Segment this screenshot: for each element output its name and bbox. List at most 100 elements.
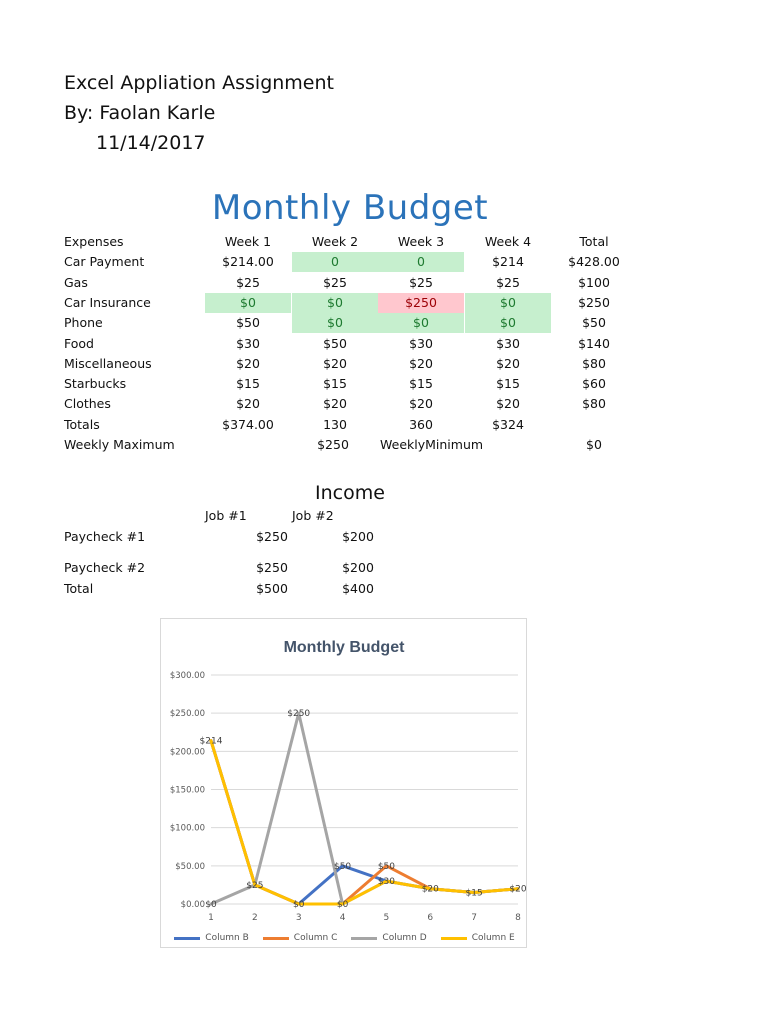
y-tick-label: $50.00: [175, 862, 205, 872]
budget-cell: $214.00: [222, 254, 274, 269]
assignment-title: Excel Appliation Assignment: [64, 72, 334, 94]
legend-item: Column B: [174, 931, 249, 945]
income-row-label: Paycheck #2: [64, 560, 146, 575]
income-job2-value: $400: [342, 581, 374, 596]
row-label: Totals: [64, 417, 100, 432]
income-job1-value: $250: [256, 529, 288, 544]
legend-item: Column D: [351, 931, 427, 945]
budget-cell: 360: [409, 417, 433, 432]
budget-cell: $100: [578, 275, 610, 290]
chart-title: Monthly Budget: [284, 639, 406, 656]
budget-cell: $250: [578, 295, 610, 310]
budget-cell: $0: [292, 293, 378, 313]
budget-cell: $324: [492, 417, 524, 432]
row-label: Phone: [64, 315, 103, 330]
budget-cell: $250: [378, 293, 464, 313]
legend-swatch: [174, 936, 201, 940]
data-label: $20: [509, 885, 526, 895]
row-label: Clothes: [64, 396, 111, 411]
data-label: $0: [293, 900, 305, 910]
income-job1-value: $500: [256, 581, 288, 596]
legend-swatch: [262, 936, 289, 940]
x-tick-label: 8: [515, 913, 521, 923]
budget-cell: $0: [378, 313, 464, 333]
row-label: Gas: [64, 275, 88, 290]
row-label: Car Payment: [64, 254, 145, 269]
chart-legend: Column B Column C Column D Column E: [161, 931, 528, 945]
budget-cell: $25: [236, 275, 260, 290]
budget-cell: 0: [378, 252, 464, 272]
budget-cell: 130: [323, 417, 347, 432]
weekly-maximum-label: Weekly Maximum: [64, 437, 175, 452]
budget-cell: $0: [465, 313, 551, 333]
column-header-week-2: Week 2: [311, 234, 359, 249]
budget-cell: $80: [582, 396, 606, 411]
x-tick-label: 4: [340, 913, 346, 923]
legend-label: Column E: [471, 933, 515, 943]
row-label: Starbucks: [64, 376, 127, 391]
y-tick-label: $200.00: [170, 747, 205, 757]
y-tick-label: $250.00: [170, 709, 205, 719]
data-label: $50: [378, 862, 395, 872]
x-tick-label: 3: [296, 913, 302, 923]
data-label: $25: [246, 881, 263, 891]
income-job2-value: $200: [342, 529, 374, 544]
income-row-label: Total: [64, 581, 94, 596]
budget-cell: $0: [465, 293, 551, 313]
legend-item: Column C: [262, 931, 338, 945]
data-label: $15: [466, 889, 483, 899]
budget-cell: $0: [292, 313, 378, 333]
budget-cell: $20: [409, 356, 433, 371]
budget-cell: $25: [496, 275, 520, 290]
data-label: $50: [334, 862, 351, 872]
legend-label: Column D: [382, 933, 427, 943]
legend-label: Column C: [293, 933, 338, 943]
budget-cell: 0: [292, 252, 378, 272]
series-line-column-e: [209, 739, 520, 906]
weekly-minimum-label: WeeklyMinimum: [380, 437, 484, 452]
budget-cell: $25: [409, 275, 433, 290]
income-job1-value: $250: [256, 560, 288, 575]
y-tick-label: $150.00: [170, 786, 205, 796]
y-tick-label: $0.00: [181, 900, 205, 910]
budget-cell: $15: [496, 376, 520, 391]
legend-label: Column B: [205, 933, 249, 943]
budget-cell: $60: [582, 376, 606, 391]
author-line: By: Faolan Karle: [64, 102, 216, 124]
data-label: $30: [378, 877, 395, 887]
data-label: $214: [200, 737, 223, 747]
legend-swatch: [351, 936, 378, 940]
budget-cell: $20: [409, 396, 433, 411]
x-tick-label: 5: [384, 913, 390, 923]
data-label: $0: [337, 900, 349, 910]
budget-title: Monthly Budget: [211, 188, 489, 228]
date-line: 11/14/2017: [96, 132, 206, 154]
budget-cell: $30: [496, 336, 520, 351]
row-label: Food: [64, 336, 94, 351]
budget-cell: $50: [323, 336, 347, 351]
income-job2-value: $200: [342, 560, 374, 575]
budget-cell: $20: [236, 356, 260, 371]
weekly-minimum-value: $0: [586, 437, 602, 452]
budget-cell: [551, 415, 637, 435]
budget-cell: $50: [236, 315, 260, 330]
income-column-job2: Job #2: [292, 508, 334, 523]
budget-cell: $30: [236, 336, 260, 351]
row-label: Miscellaneous: [64, 356, 152, 371]
budget-cell: $15: [323, 376, 347, 391]
column-header-week-1: Week 1: [224, 234, 272, 249]
x-tick-label: 7: [471, 913, 477, 923]
budget-cell: $80: [582, 356, 606, 371]
column-header-total: Total: [579, 234, 609, 249]
monthly-budget-chart: Monthly Budget $0.00 $50.00 $100.00 $150.00 $…: [160, 618, 527, 948]
legend-item: Column E: [440, 931, 515, 945]
column-header-week-4: Week 4: [484, 234, 532, 249]
budget-cell: $140: [578, 336, 610, 351]
budget-cell: $30: [409, 336, 433, 351]
budget-cell: $20: [323, 396, 347, 411]
budget-cell: $15: [236, 376, 260, 391]
budget-cell: $0: [205, 293, 291, 313]
budget-cell: $20: [236, 396, 260, 411]
data-label: $0: [205, 900, 217, 910]
y-tick-label: $100.00: [170, 824, 205, 834]
